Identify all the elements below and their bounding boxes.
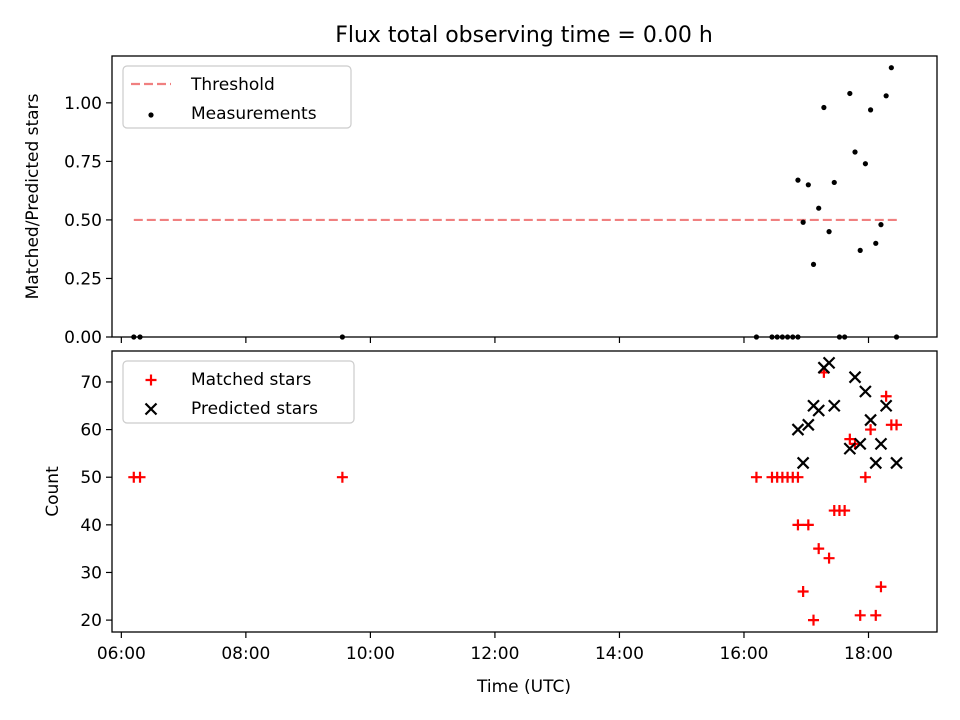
predicted-star-point	[864, 413, 877, 427]
top-y-axis-label: Matched/Predicted stars	[23, 93, 43, 299]
matched-star-point	[802, 519, 814, 531]
matched-star-point	[797, 586, 809, 598]
measurement-point	[816, 205, 822, 211]
predicted-star-point	[802, 418, 815, 432]
bottom-y-axis-label: Count	[43, 466, 63, 517]
matched-star-point	[134, 471, 146, 483]
predicted-star-point	[812, 404, 825, 417]
legend-label: Threshold	[190, 75, 275, 95]
matched-star-point	[891, 419, 903, 431]
matched-star-point	[875, 581, 887, 593]
predicted-star-point	[879, 399, 893, 413]
matched-star-point	[880, 390, 892, 402]
bottom-panel: 20 30 40 50 60 70 Count Matched stars Predicte…	[43, 350, 938, 633]
measurement-point	[888, 65, 894, 71]
predicted-star-point	[827, 399, 841, 413]
predicted-star-point	[853, 437, 867, 451]
measurement-point	[800, 219, 806, 225]
y-tick-label: 0.00	[64, 328, 102, 348]
predicted-star-point	[791, 423, 805, 436]
y-tick-label: 60	[80, 421, 102, 441]
bottom-legend: Matched stars Predicted stars	[122, 360, 355, 424]
measurement-point	[795, 177, 801, 183]
measurement-point	[821, 104, 827, 111]
y-tick-label: 0.50	[64, 211, 102, 231]
x-tick-label: 10:00	[346, 644, 395, 664]
matched-star-point	[859, 471, 871, 483]
x-tick-label: 18:00	[844, 644, 893, 664]
measurement-point	[867, 107, 874, 113]
x-tick-label: 14:00	[595, 644, 644, 664]
matched-star-point	[854, 609, 866, 621]
predicted-star-point	[890, 456, 903, 470]
chart-title: Flux total observing time = 0.00 h	[335, 23, 713, 48]
matched-star-point	[839, 505, 851, 517]
x-tick-label: 16:00	[719, 644, 768, 664]
y-tick-label: 30	[80, 563, 102, 583]
predicted-star-point	[874, 437, 888, 451]
bottom-panel-frame	[111, 350, 938, 633]
predicted-star-point	[843, 442, 857, 455]
legend-measurement-swatch	[148, 112, 154, 118]
measurement-point	[847, 90, 853, 97]
top-legend: Threshold Measurements	[122, 65, 352, 129]
measurement-point	[831, 179, 837, 186]
x-tick-label: 06:00	[97, 644, 146, 664]
legend-predicted-swatch	[144, 402, 158, 416]
y-tick-label: 40	[80, 516, 102, 536]
matched-star-point	[865, 424, 877, 436]
predicted-star-point	[822, 356, 836, 370]
y-tick-label: 20	[80, 611, 102, 631]
predicted-star-point	[796, 456, 810, 470]
top-panel: 0.00 0.25 0.50 0.75 1.00 Matched/Predicted s…	[23, 55, 938, 348]
y-tick-label: 0.75	[64, 152, 102, 172]
predicted-star-point	[848, 370, 862, 384]
matched-star-point	[750, 471, 762, 483]
measurement-point	[862, 161, 868, 167]
measurement-point	[810, 261, 817, 268]
measurement-point	[857, 247, 863, 253]
matched-star-point	[792, 519, 804, 531]
top-panel-frame	[111, 55, 938, 338]
legend-label: Matched stars	[191, 370, 311, 390]
matched-star-point	[808, 614, 820, 626]
y-tick-label: 70	[80, 373, 102, 393]
measurement-point	[873, 240, 879, 246]
y-tick-label: 1.00	[64, 94, 102, 114]
matched-star-point	[823, 552, 835, 564]
measurement-point	[826, 229, 832, 235]
legend-matched-swatch	[145, 374, 157, 386]
legend-box	[122, 65, 352, 129]
matched-star-point	[336, 471, 348, 483]
x-axis-label: Time (UTC)	[476, 677, 571, 697]
predicted-star-point	[859, 385, 872, 398]
legend-label: Predicted stars	[191, 399, 318, 419]
measurement-point	[805, 182, 811, 188]
legend-box	[122, 360, 355, 424]
x-tick-label: 12:00	[470, 644, 519, 664]
matched-star-point	[792, 471, 804, 483]
y-tick-label: 50	[80, 468, 102, 488]
x-tick-label: 08:00	[221, 644, 270, 664]
matched-star-point	[813, 543, 825, 555]
measurement-point	[852, 149, 858, 155]
predicted-star-point	[869, 456, 883, 470]
x-axis: 06:00 08:00 10:00 12:00 14:00 16:00 18:00	[97, 337, 893, 664]
y-tick-label: 0.25	[64, 269, 102, 289]
legend-label: Measurements	[191, 104, 317, 124]
measurement-point	[883, 93, 889, 99]
matched-star-point	[870, 609, 882, 621]
measurement-point	[878, 222, 884, 228]
